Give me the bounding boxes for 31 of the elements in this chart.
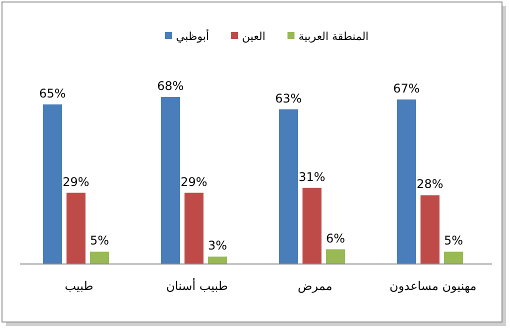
data-label: 29% [180, 174, 208, 189]
bar [279, 109, 298, 264]
bar [208, 256, 227, 264]
bar [302, 188, 322, 264]
legend-label: أبوظبي [176, 29, 210, 43]
bar [444, 252, 463, 264]
data-label: 5% [444, 234, 464, 248]
data-label: 6% [326, 231, 346, 246]
data-label: 28% [416, 177, 444, 192]
x-tick-label: مهنيون مساعدون [390, 279, 476, 293]
legend-label: العين [242, 30, 266, 43]
bar [420, 195, 440, 264]
x-tick-label: ممرض [298, 279, 332, 293]
data-label: 67% [393, 81, 420, 96]
x-tick-label: طبيب أسنان [166, 278, 228, 293]
data-label: 65% [39, 86, 66, 100]
bar [397, 99, 416, 264]
x-tick-label: طبيب [64, 279, 94, 293]
bar [90, 252, 109, 264]
bar [66, 192, 86, 264]
data-label: 31% [298, 170, 326, 184]
data-label: 68% [157, 79, 184, 93]
legend-label: المنطقة العربية [298, 30, 369, 43]
bar [161, 97, 180, 264]
data-label: 5% [90, 234, 110, 248]
data-label: 63% [275, 91, 302, 106]
bar [184, 192, 204, 264]
data-label: 29% [62, 174, 90, 189]
bar [326, 249, 345, 264]
bar [43, 104, 62, 264]
data-label: 3% [208, 238, 228, 253]
